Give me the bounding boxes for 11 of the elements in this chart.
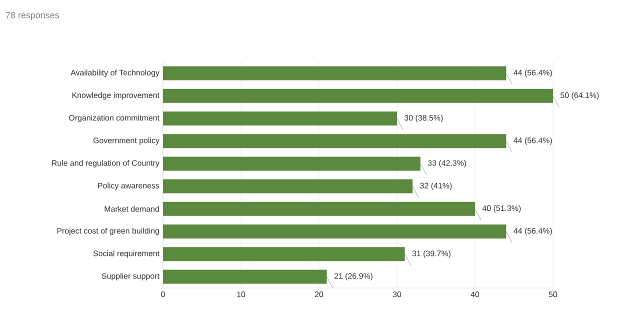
bar: [163, 179, 413, 194]
bar: [163, 270, 327, 284]
bar: [163, 156, 420, 171]
bar: [163, 134, 506, 148]
bar: [163, 247, 405, 262]
text: 78 responses: [6, 12, 60, 20]
bar: [163, 111, 398, 126]
bar: [163, 202, 476, 216]
bar: [163, 224, 506, 238]
bar: [163, 88, 554, 103]
bar: [163, 66, 506, 80]
